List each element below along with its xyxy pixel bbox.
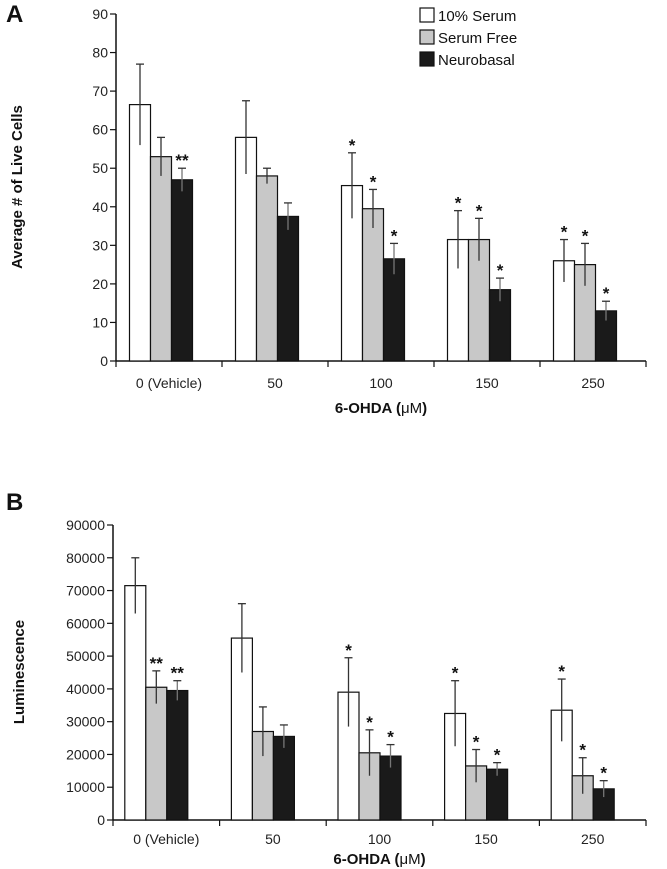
y-tick-label: 20 [92,276,108,292]
bar-serum-free [255,175,279,362]
bar-neurobasal [166,689,189,821]
y-tick-label: 60000 [66,615,105,631]
significance-mark: * [603,284,610,303]
y-tick-label: 60 [92,122,108,138]
y-tick-label: 50000 [66,648,105,664]
y-axis-title: Average # of Live Cells [9,105,26,269]
x-tick-label: 100 [368,831,392,847]
significance-mark: * [558,662,565,681]
y-tick-label: 70 [92,83,108,99]
x-tick-label: 250 [581,831,605,847]
y-tick-label: 40000 [66,681,105,697]
y-tick-label: 80 [92,45,108,61]
y-tick-label: 10000 [66,779,105,795]
y-tick-label: 40 [92,199,108,215]
significance-mark: * [452,664,459,683]
significance-mark: * [349,136,356,155]
panel-a: A 0 10 20 30 40 50 60 70 80 90 0 (Vehicle) 50 100 150 2… [6,1,647,417]
significance-mark: * [494,746,501,765]
y-axis-title: Luminescence [11,620,28,724]
bar-neurobasal [272,735,295,821]
y-tick-label: 0 [100,353,108,369]
y-tick-label: 30000 [66,714,105,730]
x-tick-label: 0 (Vehicle) [136,375,202,391]
legend-swatch [419,51,435,67]
x-tick-label: 100 [369,375,393,391]
legend-entry: Serum Free [438,30,517,47]
significance-mark: * [600,764,607,783]
significance-mark: * [473,733,480,752]
panel-label: A [6,1,23,28]
x-axis-title: 6-OHDA (μM) [335,400,427,417]
bar-10-serum [124,585,147,821]
bar-neurobasal [276,215,300,362]
bar-serum-free [145,686,168,821]
significance-mark: * [366,713,373,732]
bar-serum-free [361,208,385,362]
significance-mark: * [579,741,586,760]
y-tick-label: 80000 [66,550,105,566]
legend: 10% Serum Serum Free Neurobasal [419,7,517,69]
panel-b: B 0 10000 20000 30000 40000 50000 60000 70000 800… [6,489,647,868]
x-tick-label: 50 [267,375,283,391]
legend-entry: Neurobasal [438,52,515,69]
significance-mark: * [370,172,377,191]
bar-neurobasal [170,179,194,362]
y-tick-label: 0 [97,812,105,828]
y-tick-label: 10 [92,314,108,330]
significance-mark: ** [175,151,189,170]
significance-mark: * [582,226,589,245]
x-tick-label: 150 [474,831,498,847]
significance-mark: * [345,641,352,660]
legend-entry: 10% Serum [438,8,516,25]
legend-swatch [419,29,435,45]
y-tick-label: 50 [92,160,108,176]
significance-mark: * [476,201,483,220]
x-tick-label: 50 [265,831,281,847]
significance-mark: * [391,226,398,245]
y-tick-label: 20000 [66,746,105,762]
significance-mark: ** [171,664,185,683]
y-tick-label: 90 [92,6,108,22]
x-tick-label: 150 [475,375,499,391]
significance-mark: * [561,223,568,242]
y-tick-label: 30 [92,237,108,253]
x-tick-label: 0 (Vehicle) [133,831,199,847]
x-axis-title: 6-OHDA (μM) [333,851,425,868]
significance-mark: * [497,261,504,280]
y-tick-label: 90000 [66,517,105,533]
x-tick-label: 250 [581,375,605,391]
bar-neurobasal [486,768,509,821]
significance-mark: ** [150,654,164,673]
panel-label: B [6,489,23,516]
y-tick-label: 70000 [66,583,105,599]
significance-mark: * [455,194,462,213]
legend-swatch [419,7,435,23]
significance-mark: * [387,728,394,747]
bar-serum-free [149,156,173,362]
